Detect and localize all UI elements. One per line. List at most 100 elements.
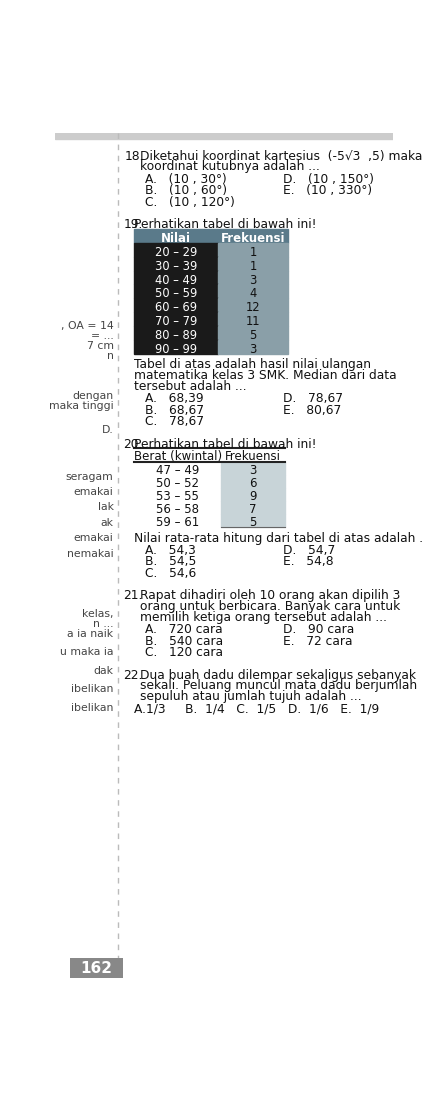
Text: 4: 4: [250, 288, 257, 301]
Bar: [135, 243, 218, 257]
Bar: [218, 312, 288, 326]
Bar: [135, 299, 218, 312]
Text: A.   54,3: A. 54,3: [145, 544, 196, 557]
Bar: [218, 284, 288, 299]
Text: 53 – 55: 53 – 55: [156, 490, 199, 503]
Text: B.   (10 , 60°): B. (10 , 60°): [145, 185, 227, 197]
Text: B.   68,67: B. 68,67: [145, 404, 205, 417]
Text: A.   68,39: A. 68,39: [145, 393, 204, 405]
Text: 30 – 39: 30 – 39: [155, 260, 198, 273]
Text: seragam: seragam: [66, 471, 114, 481]
Text: 20 – 29: 20 – 29: [155, 246, 198, 259]
Text: D.   (10 , 150°): D. (10 , 150°): [283, 173, 374, 186]
Text: dengan: dengan: [73, 390, 114, 400]
Text: ak: ak: [101, 518, 114, 528]
Text: 90 – 99: 90 – 99: [155, 343, 197, 356]
Text: a ia naik: a ia naik: [67, 628, 114, 638]
Text: 3: 3: [250, 343, 257, 356]
Bar: [221, 461, 285, 474]
Text: Nilai: Nilai: [161, 232, 191, 246]
Text: u maka ia: u maka ia: [60, 647, 114, 657]
Text: B.   540 cara: B. 540 cara: [145, 635, 223, 648]
Text: Tabel di atas adalah hasil nilai ulangan: Tabel di atas adalah hasil nilai ulangan: [135, 358, 371, 372]
Text: sepuluh atau jumlah tujuh adalah ...: sepuluh atau jumlah tujuh adalah ...: [140, 690, 361, 703]
Text: maka tinggi: maka tinggi: [49, 400, 114, 410]
Text: E.   80,67: E. 80,67: [283, 404, 341, 417]
Text: Frekuensi: Frekuensi: [225, 450, 281, 463]
Bar: [221, 474, 285, 488]
Text: B.   54,5: B. 54,5: [145, 555, 197, 568]
Text: Rapat dihadiri oleh 10 orang akan dipilih 3: Rapat dihadiri oleh 10 orang akan dipili…: [140, 589, 400, 603]
Bar: [218, 340, 288, 354]
Text: 40 – 49: 40 – 49: [155, 273, 197, 286]
Text: 6: 6: [249, 477, 257, 490]
Text: 5: 5: [250, 330, 257, 342]
Bar: [218, 271, 288, 284]
Text: tersebut adalah ...: tersebut adalah ...: [135, 379, 247, 393]
Text: 5: 5: [250, 517, 257, 529]
Text: nemakai: nemakai: [67, 549, 114, 559]
Text: Diketahui koordinat kartesius  (-5√3  ,5) maka: Diketahui koordinat kartesius (-5√3 ,5) …: [140, 149, 422, 163]
Text: 21.: 21.: [124, 589, 143, 603]
Text: 3: 3: [250, 273, 257, 286]
Text: matematika kelas 3 SMK. Median dari data: matematika kelas 3 SMK. Median dari data: [135, 369, 397, 382]
Bar: [218, 243, 288, 257]
Bar: [218, 299, 288, 312]
Text: 70 – 79: 70 – 79: [155, 315, 198, 328]
Text: 56 – 58: 56 – 58: [156, 503, 199, 517]
Bar: [221, 488, 285, 501]
Text: 50 – 52: 50 – 52: [156, 477, 199, 490]
Text: C.   120 cara: C. 120 cara: [145, 646, 223, 659]
Text: C.   (10 , 120°): C. (10 , 120°): [145, 196, 235, 209]
Text: 9: 9: [249, 490, 257, 503]
Text: 59 – 61: 59 – 61: [156, 517, 199, 529]
Text: lak: lak: [97, 502, 114, 512]
Text: 19.: 19.: [124, 218, 143, 231]
Bar: [135, 229, 288, 243]
Text: ibelikan: ibelikan: [71, 702, 114, 712]
Text: Perhatikan tabel di bawah ini!: Perhatikan tabel di bawah ini!: [135, 438, 317, 450]
Text: Frekuensi: Frekuensi: [221, 232, 285, 246]
Text: 20.: 20.: [124, 438, 143, 450]
Text: Nilai rata-rata hitung dari tabel di atas adalah .: Nilai rata-rata hitung dari tabel di ata…: [135, 532, 423, 544]
Text: 47 – 49: 47 – 49: [156, 463, 200, 477]
Bar: [135, 312, 218, 326]
Text: , OA = 14: , OA = 14: [61, 322, 114, 332]
Text: E.   72 cara: E. 72 cara: [283, 635, 353, 648]
Text: = ...: = ...: [91, 332, 114, 342]
Text: A.1/3     B.  1/4   C.  1/5   D.  1/6   E.  1/9: A.1/3 B. 1/4 C. 1/5 D. 1/6 E. 1/9: [135, 702, 380, 716]
Bar: [135, 284, 218, 299]
Bar: [55, 133, 393, 139]
Text: D.   90 cara: D. 90 cara: [283, 623, 354, 636]
Text: emakai: emakai: [74, 487, 114, 497]
Text: E.   (10 , 330°): E. (10 , 330°): [283, 185, 372, 197]
Text: Berat (kwintal): Berat (kwintal): [134, 450, 222, 463]
Text: koordinat kutubnya adalah ...: koordinat kutubnya adalah ...: [140, 160, 320, 174]
Bar: [135, 271, 218, 284]
Text: sekali. Peluang muncul mata dadu berjumlah: sekali. Peluang muncul mata dadu berjuml…: [140, 679, 417, 692]
Bar: [221, 514, 285, 526]
Bar: [218, 257, 288, 271]
Text: 50 – 59: 50 – 59: [155, 288, 198, 301]
Text: D.   54,7: D. 54,7: [283, 544, 336, 557]
Text: Dua buah dadu dilempar sekaligus sebanyak: Dua buah dadu dilempar sekaligus sebanya…: [140, 669, 416, 681]
Text: 7: 7: [249, 503, 257, 517]
Text: Perhatikan tabel di bawah ini!: Perhatikan tabel di bawah ini!: [135, 218, 317, 231]
Text: 1: 1: [250, 246, 257, 259]
Text: D.   78,67: D. 78,67: [283, 393, 343, 405]
Bar: [218, 326, 288, 340]
Text: 22.: 22.: [124, 669, 143, 681]
Text: n ...: n ...: [93, 618, 114, 628]
Text: 11: 11: [246, 315, 260, 328]
Text: dak: dak: [94, 666, 114, 676]
Bar: [135, 257, 218, 271]
Text: 80 – 89: 80 – 89: [155, 330, 197, 342]
Text: C.   54,6: C. 54,6: [145, 567, 197, 580]
Bar: [70, 958, 123, 978]
Text: A.   (10 , 30°): A. (10 , 30°): [145, 173, 227, 186]
Text: A.   720 cara: A. 720 cara: [145, 623, 223, 636]
Text: 3: 3: [250, 463, 257, 477]
Text: 12: 12: [246, 301, 260, 314]
Text: orang untuk berbicara. Banyak cara untuk: orang untuk berbicara. Banyak cara untuk: [140, 601, 400, 613]
Text: 162: 162: [80, 961, 112, 975]
